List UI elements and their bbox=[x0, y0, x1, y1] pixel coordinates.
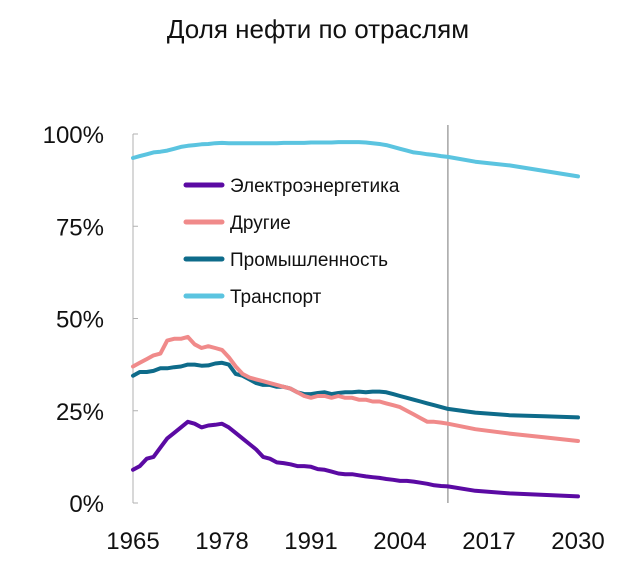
x-tick-label: 1978 bbox=[195, 528, 248, 555]
y-tick-label: 50% bbox=[56, 307, 104, 334]
x-tick-label: 2004 bbox=[373, 528, 426, 555]
y-tick-label: 75% bbox=[56, 214, 104, 241]
legend-label: Транспорт bbox=[230, 287, 322, 308]
legend-label: Электроэнергетика bbox=[230, 176, 400, 197]
x-tick-label: 1991 bbox=[284, 528, 337, 555]
x-tick-label: 2030 bbox=[551, 528, 604, 555]
legend: Электроэнергетика Другие Промышленность Тра… bbox=[183, 176, 400, 308]
y-tick-label: 25% bbox=[56, 399, 104, 426]
y-tick-label: 0% bbox=[69, 491, 104, 518]
series-line bbox=[131, 419, 580, 499]
series-line bbox=[131, 140, 580, 179]
series-line bbox=[131, 334, 580, 443]
x-tick-label: 2017 bbox=[462, 528, 515, 555]
legend-label: Другие bbox=[230, 213, 291, 234]
x-tick-label: 1965 bbox=[106, 528, 159, 555]
chart-title: Доля нефти по отраслям bbox=[166, 14, 470, 44]
axes: 0% 25% 50% 75% 100% 1965 1978 1991 2004 2017 2030 bbox=[43, 122, 605, 555]
y-tick-label: 100% bbox=[43, 122, 104, 149]
series-layer bbox=[131, 140, 580, 499]
series-line bbox=[131, 360, 580, 420]
legend-label: Промышленность bbox=[230, 250, 388, 271]
